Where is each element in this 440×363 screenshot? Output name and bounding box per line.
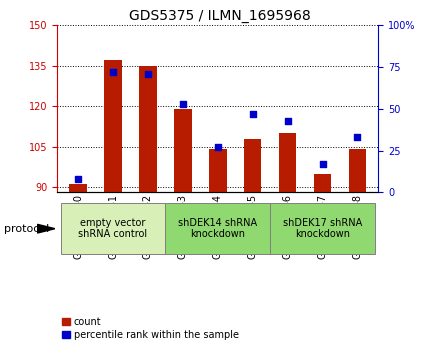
- Text: empty vector
shRNA control: empty vector shRNA control: [78, 218, 148, 240]
- Point: [144, 71, 151, 77]
- Point: [180, 101, 187, 107]
- Text: shDEK17 shRNA
knockdown: shDEK17 shRNA knockdown: [283, 218, 362, 240]
- Bar: [270, 203, 375, 254]
- Bar: [279, 133, 297, 192]
- Point: [249, 111, 256, 117]
- Bar: [174, 109, 191, 192]
- Text: GDS5375 / ILMN_1695968: GDS5375 / ILMN_1695968: [129, 9, 311, 23]
- Text: shDEK14 shRNA
knockdown: shDEK14 shRNA knockdown: [178, 218, 257, 240]
- Bar: [104, 60, 122, 192]
- Bar: [314, 174, 331, 192]
- Point: [319, 161, 326, 167]
- Bar: [349, 149, 366, 192]
- Text: protocol: protocol: [4, 224, 50, 234]
- Bar: [70, 184, 87, 192]
- Point: [110, 69, 117, 75]
- Point: [354, 134, 361, 140]
- Point: [75, 176, 82, 182]
- Bar: [61, 203, 165, 254]
- Legend: count, percentile rank within the sample: count, percentile rank within the sample: [62, 317, 239, 340]
- Point: [284, 118, 291, 123]
- Bar: [244, 139, 261, 192]
- Polygon shape: [37, 224, 55, 233]
- Point: [214, 144, 221, 150]
- Bar: [165, 203, 270, 254]
- Bar: [209, 149, 227, 192]
- Bar: [139, 66, 157, 192]
